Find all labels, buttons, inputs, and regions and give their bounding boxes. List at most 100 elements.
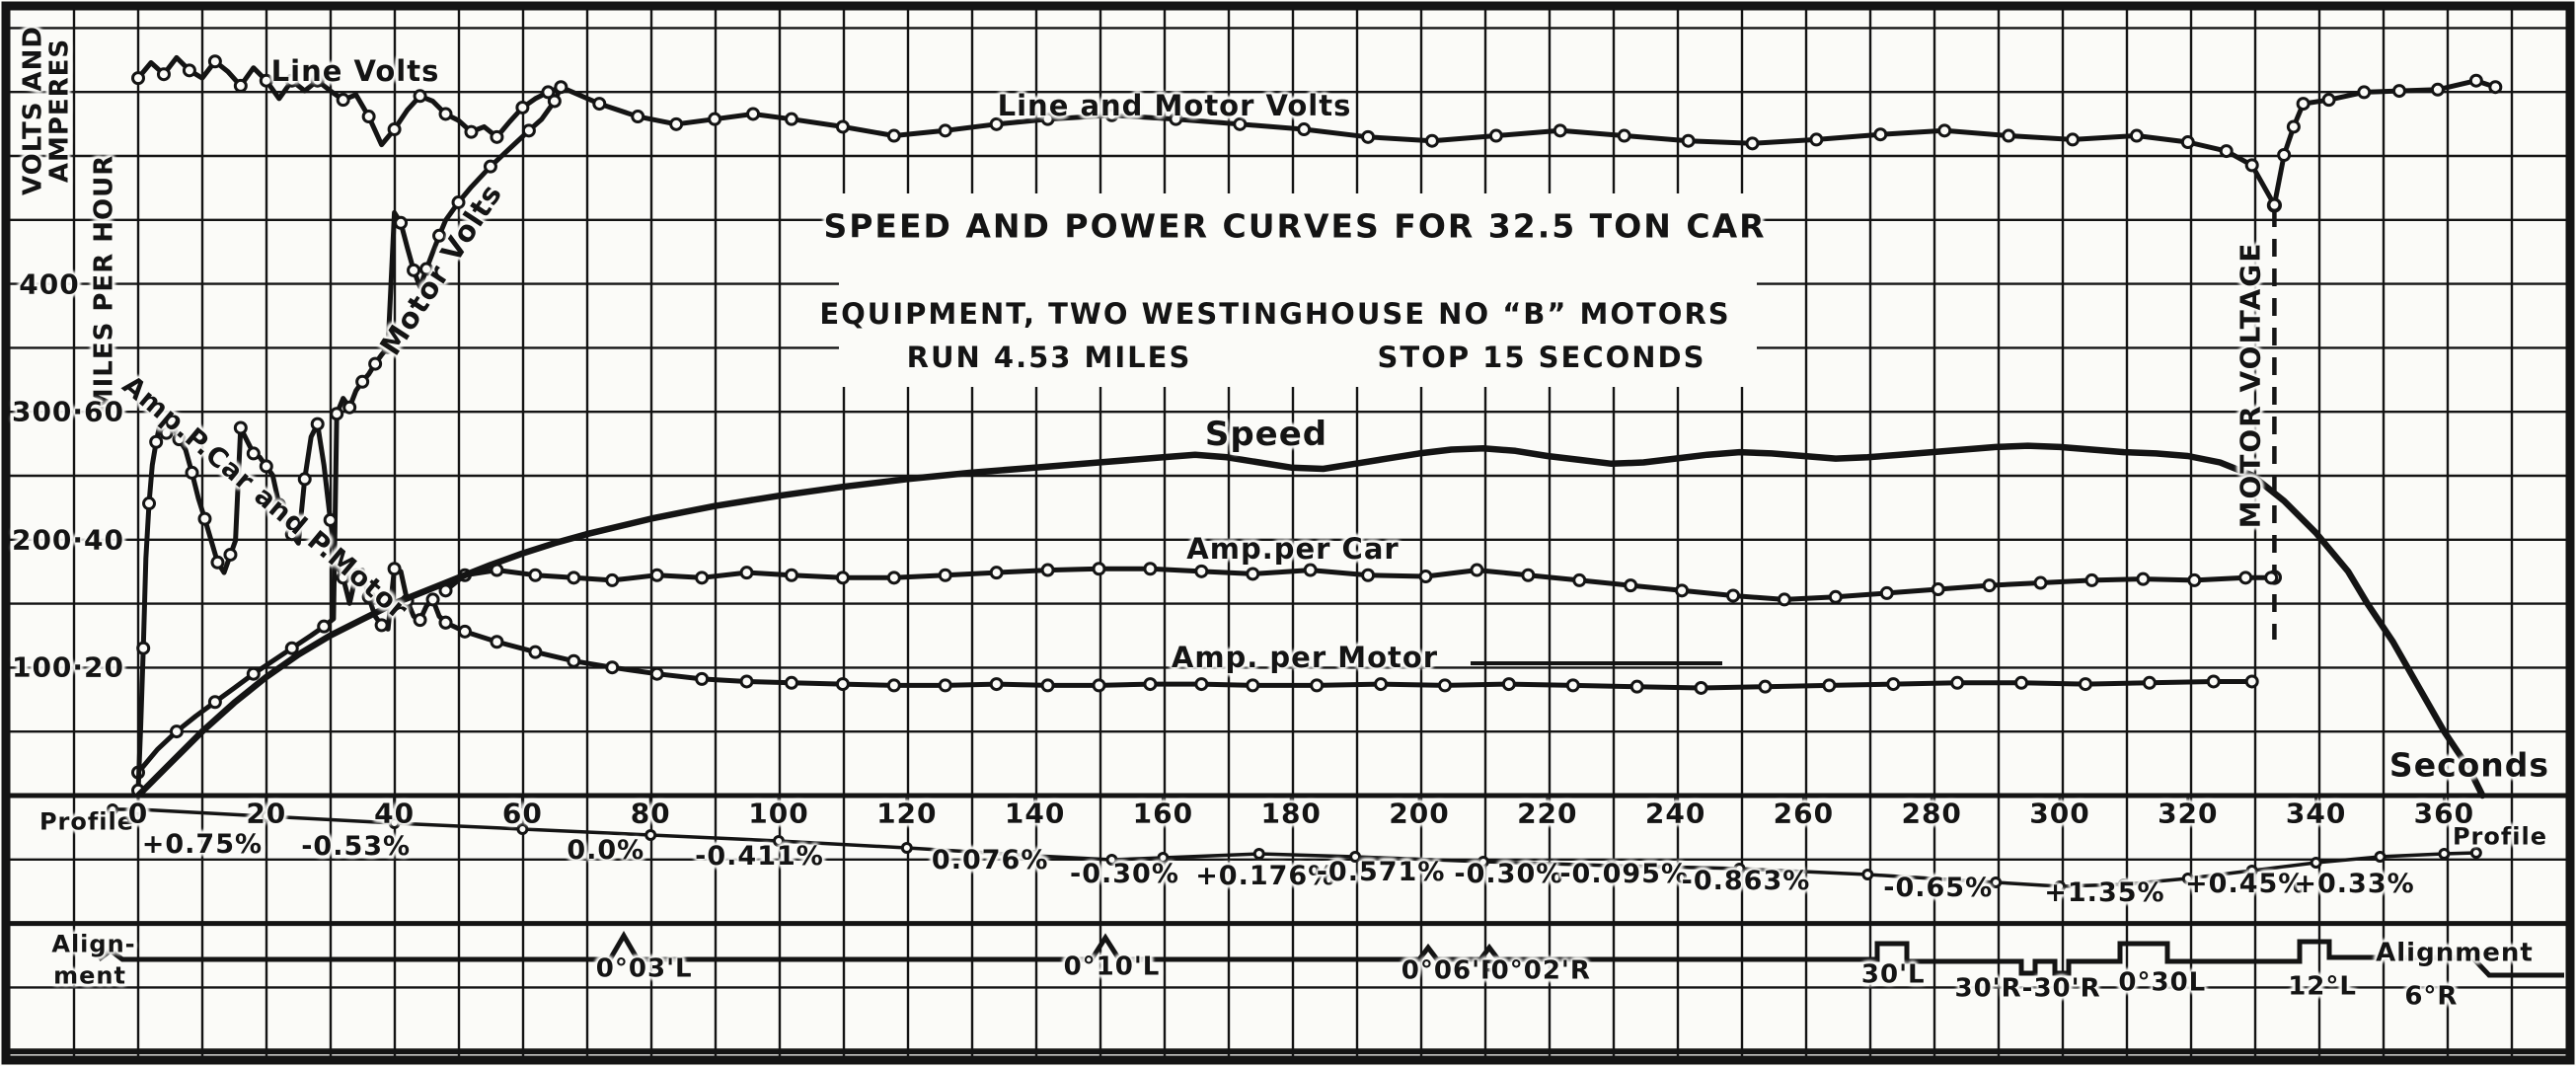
- data-point-marker: [457, 624, 472, 639]
- data-point-marker: [2286, 119, 2301, 134]
- profile-grade-label: +0.75%: [141, 828, 264, 860]
- data-point-marker: [1681, 133, 1696, 148]
- data-point-marker: [1361, 129, 1376, 144]
- data-point-marker: [1297, 122, 1312, 137]
- data-point-marker: [361, 589, 376, 604]
- y-axis-title-volts-amperes: VOLTS AND AMPERES: [18, 25, 75, 196]
- profile-grade-label: -0.65%: [1883, 872, 1994, 903]
- alignment-curve-label: 12°L: [2288, 971, 2357, 1002]
- data-point-marker: [528, 568, 543, 582]
- data-point-marker: [784, 675, 798, 690]
- data-point-marker: [1303, 563, 1318, 577]
- data-point-marker: [1143, 677, 1158, 692]
- y-axis-title-line1: VOLTS AND: [18, 25, 48, 196]
- data-point-marker: [260, 810, 272, 822]
- data-point-marker: [207, 695, 222, 710]
- data-point-marker: [2054, 880, 2066, 892]
- data-point-marker: [739, 674, 754, 689]
- data-point-marker: [451, 195, 466, 210]
- data-point-marker: [1252, 848, 1265, 860]
- data-point-marker: [1990, 876, 2003, 888]
- data-point-marker: [387, 122, 402, 137]
- data-point-marker: [938, 678, 952, 693]
- data-point-marker: [2181, 873, 2194, 884]
- data-point-marker: [1605, 860, 1618, 872]
- data-point-marker: [1092, 562, 1106, 576]
- data-point-marker: [1931, 582, 1945, 597]
- curve-path: [135, 54, 564, 148]
- x-axis-tick-label: 360: [2413, 797, 2475, 830]
- x-axis-tick-label: 120: [876, 797, 938, 830]
- data-point-marker: [2180, 135, 2195, 150]
- data-point-marker: [210, 555, 225, 570]
- data-point-marker: [259, 459, 273, 474]
- data-point-marker: [1861, 869, 1874, 880]
- x-axis-tick-label: 100: [748, 797, 809, 830]
- motor-voltage-label: MOTOR VOLTAGE: [2234, 241, 2267, 529]
- data-point-marker: [381, 340, 396, 354]
- x-axis-tick-label: 20: [246, 797, 287, 830]
- data-point-marker: [541, 85, 556, 100]
- data-point-marker: [374, 618, 389, 633]
- data-point-marker: [1777, 592, 1791, 607]
- x-axis-tick-label: 60: [501, 797, 543, 830]
- data-point-marker: [2245, 865, 2258, 876]
- alignment-curve-label: 0°03'L: [595, 953, 693, 984]
- data-point-marker: [2430, 82, 2445, 97]
- data-point-marker: [1477, 856, 1489, 868]
- y-axis-tick-label: 100·20: [11, 650, 125, 684]
- profile-grade-label: -0.095%: [1559, 858, 1690, 889]
- data-point-marker: [438, 615, 453, 630]
- x-axis-tick-label: 0: [127, 797, 149, 830]
- alignment-row-label-right: Alignment: [2376, 938, 2534, 968]
- data-point-marker: [567, 571, 581, 585]
- data-point-marker: [310, 73, 325, 88]
- alignment-row-label-left-2: ment: [53, 961, 126, 990]
- data-point-marker: [207, 54, 222, 69]
- x-axis-tick-label: 80: [630, 797, 671, 830]
- amp-per-motor-label: Amp. per Motor: [1171, 640, 1439, 674]
- data-point-marker: [938, 123, 952, 138]
- data-point-marker: [2438, 848, 2451, 860]
- data-point-marker: [1437, 678, 1452, 693]
- data-point-marker: [1361, 568, 1376, 582]
- alignment-curve-label: 6°R: [2404, 981, 2459, 1012]
- data-point-marker: [131, 71, 145, 86]
- data-point-marker: [407, 263, 421, 277]
- data-point-marker: [342, 400, 357, 415]
- data-point-marker: [2187, 572, 2202, 587]
- data-point-marker: [1617, 128, 1631, 143]
- profile-grade-label: +0.45%: [2185, 868, 2307, 899]
- x-axis-tick-label: 140: [1004, 797, 1066, 830]
- data-point-marker: [515, 100, 530, 114]
- x-axis-tick-label: 220: [1517, 797, 1578, 830]
- data-point-marker: [1745, 136, 1760, 151]
- data-point-marker: [490, 635, 504, 649]
- data-point-marker: [938, 568, 952, 582]
- data-point-marker: [432, 228, 447, 243]
- profile-grade-label: 0.076%: [931, 844, 1049, 876]
- data-point-marker: [413, 613, 427, 628]
- data-point-marker: [2244, 158, 2259, 173]
- data-point-marker: [149, 434, 164, 449]
- data-point-marker: [2078, 677, 2092, 692]
- data-point-marker: [1553, 123, 1567, 138]
- data-point-marker: [1565, 678, 1580, 693]
- data-point-marker: [169, 724, 184, 739]
- data-point-marker: [438, 107, 453, 121]
- data-point-marker: [1501, 677, 1516, 692]
- data-point-marker: [388, 817, 401, 829]
- data-point-marker: [631, 110, 645, 124]
- data-point-marker: [2267, 197, 2282, 212]
- data-point-marker: [1886, 677, 1901, 692]
- data-point-marker: [1521, 568, 1536, 582]
- data-point-marker: [900, 842, 913, 854]
- run-note: RUN 4.53 MILES: [906, 340, 1192, 374]
- data-point-marker: [2206, 674, 2221, 689]
- data-point-marker: [425, 592, 440, 607]
- data-point-marker: [246, 666, 261, 681]
- data-point-marker: [1950, 675, 1965, 690]
- data-point-marker: [1572, 572, 1587, 587]
